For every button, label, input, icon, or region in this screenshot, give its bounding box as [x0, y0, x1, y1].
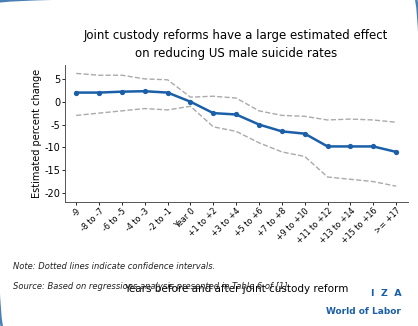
Text: I  Z  A: I Z A — [371, 289, 401, 298]
Title: Joint custody reforms have a large estimated effect
on reducing US male suicide : Joint custody reforms have a large estim… — [84, 29, 388, 60]
Text: Source: Based on regressions analysis presented in Table 6 of [1].: Source: Based on regressions analysis pr… — [13, 282, 290, 291]
X-axis label: Years before and after joint custody reform: Years before and after joint custody ref… — [124, 284, 348, 294]
Text: World of Labor: World of Labor — [326, 307, 401, 316]
Text: Note: Dotted lines indicate confidence intervals.: Note: Dotted lines indicate confidence i… — [13, 262, 215, 272]
Y-axis label: Estimated percent change: Estimated percent change — [32, 69, 42, 198]
